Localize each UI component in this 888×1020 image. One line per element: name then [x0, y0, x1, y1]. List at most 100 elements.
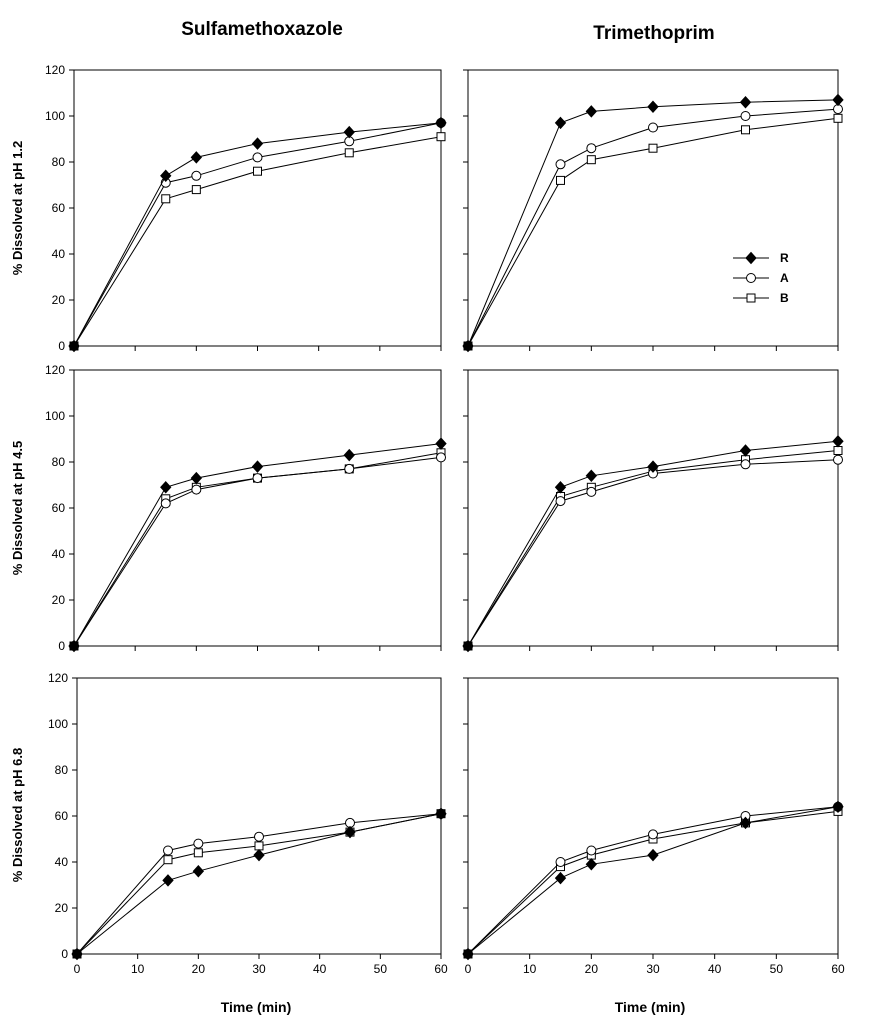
ylabel-ph-6-8: % Dissolved at pH 6.8 — [10, 748, 25, 882]
data-point-r — [647, 460, 659, 473]
y-tick-label: 40 — [52, 547, 66, 561]
series-line-r — [467, 440, 839, 647]
data-point-r — [68, 639, 80, 653]
data-point-a — [344, 463, 355, 474]
data-point-a — [833, 454, 843, 465]
x-tick-label: 60 — [831, 962, 845, 976]
series-line-r — [467, 99, 839, 347]
data-point-r — [435, 807, 447, 820]
y-tick-label: 120 — [45, 363, 65, 377]
legend: RAB — [733, 251, 789, 305]
y-tick-label: 60 — [52, 201, 66, 215]
y-tick-label: 100 — [48, 717, 68, 731]
legend-entry-r: R — [733, 251, 789, 265]
y-tick-label: 0 — [61, 947, 68, 961]
y-tick-label: 80 — [52, 155, 66, 169]
series-line-r — [73, 122, 442, 347]
data-point-r — [160, 481, 172, 494]
column-title-sulfamethoxazole: Sulfamethoxazole — [181, 19, 343, 40]
series-line-a — [76, 813, 442, 955]
series-line-b — [73, 452, 442, 647]
x-tick-label: 40 — [708, 962, 722, 976]
series-r — [462, 93, 844, 353]
y-tick-label: 120 — [48, 671, 68, 685]
y-tick-label: 120 — [45, 63, 65, 77]
y-tick-label: 40 — [55, 855, 69, 869]
data-point-r — [739, 444, 752, 457]
series-line-b — [467, 810, 839, 955]
data-point-a — [586, 143, 597, 154]
panel-sulfamethoxazole-ph-1-2: 0 20 40 60 80 100 120 — [45, 63, 447, 353]
data-point-r — [251, 137, 264, 150]
y-tick-label: 0 — [58, 639, 65, 653]
data-point-a — [555, 159, 566, 170]
data-point-r — [462, 639, 474, 653]
legend-marker-a — [746, 273, 756, 283]
data-point-a — [648, 122, 658, 133]
data-point-r — [832, 800, 844, 814]
chart-panels: 0204060801001200204060801001200204060801… — [45, 63, 845, 976]
data-point-r — [585, 858, 598, 871]
data-point-a — [254, 831, 264, 842]
x-tick-label: 50 — [770, 962, 784, 976]
panel-trimethoprim-ph-1-2 — [462, 69, 844, 353]
data-point-r — [344, 825, 356, 839]
data-point-r — [435, 437, 447, 450]
data-point-r — [554, 481, 567, 494]
data-point-b — [833, 446, 843, 455]
plot-frame — [73, 69, 442, 347]
series-line-r — [76, 813, 442, 955]
data-point-r — [554, 116, 567, 130]
data-point-a — [740, 111, 751, 121]
series-b — [463, 113, 843, 351]
data-point-a — [191, 170, 202, 181]
data-point-a — [555, 857, 566, 867]
data-point-a — [191, 484, 202, 495]
y-tick-label: 100 — [45, 109, 65, 123]
y-tick-label: 20 — [52, 293, 66, 307]
plot-frame — [73, 369, 442, 647]
x-tick-label: 30 — [252, 962, 266, 976]
data-point-b — [436, 132, 446, 142]
y-tick-label: 0 — [58, 339, 65, 353]
legend-label-b: B — [780, 291, 789, 305]
plot-frame — [76, 677, 442, 955]
data-point-b — [586, 155, 596, 165]
series-a — [463, 104, 843, 351]
xlabel-right: Time (min) — [615, 999, 686, 1015]
series-b — [69, 132, 446, 351]
x-axis-labels: Time (min) Time (min) — [221, 999, 686, 1015]
y-tick-label: 80 — [55, 763, 69, 777]
data-point-a — [436, 452, 446, 463]
y-tick-label: 60 — [52, 501, 66, 515]
y-tick-label: 20 — [55, 901, 69, 915]
data-point-b — [193, 848, 203, 858]
data-point-b — [163, 855, 173, 865]
series-r — [462, 435, 844, 653]
series-r — [68, 437, 447, 653]
data-point-r — [160, 169, 172, 183]
data-point-r — [71, 947, 83, 961]
data-point-b — [556, 175, 565, 185]
data-point-a — [740, 459, 751, 470]
panel-trimethoprim-ph-4-5 — [462, 369, 844, 653]
column-title-trimethoprim: Trimethoprim — [593, 23, 714, 44]
x-tick-label: 60 — [434, 962, 448, 976]
series-a — [72, 808, 446, 959]
data-point-a — [252, 152, 263, 163]
xlabel-left: Time (min) — [221, 999, 292, 1015]
series-r — [71, 807, 447, 961]
data-point-b — [191, 185, 201, 195]
data-point-b — [648, 143, 658, 153]
y-tick-label: 60 — [55, 809, 69, 823]
x-tick-label: 20 — [192, 962, 206, 976]
data-point-b — [344, 148, 354, 158]
data-point-r — [739, 95, 752, 109]
data-point-r — [647, 100, 659, 114]
y-tick-label: 40 — [52, 247, 66, 261]
series-line-r — [73, 443, 442, 647]
series-a — [69, 117, 446, 351]
data-point-b — [253, 166, 262, 176]
data-point-a — [252, 473, 263, 484]
series-a — [463, 454, 843, 651]
